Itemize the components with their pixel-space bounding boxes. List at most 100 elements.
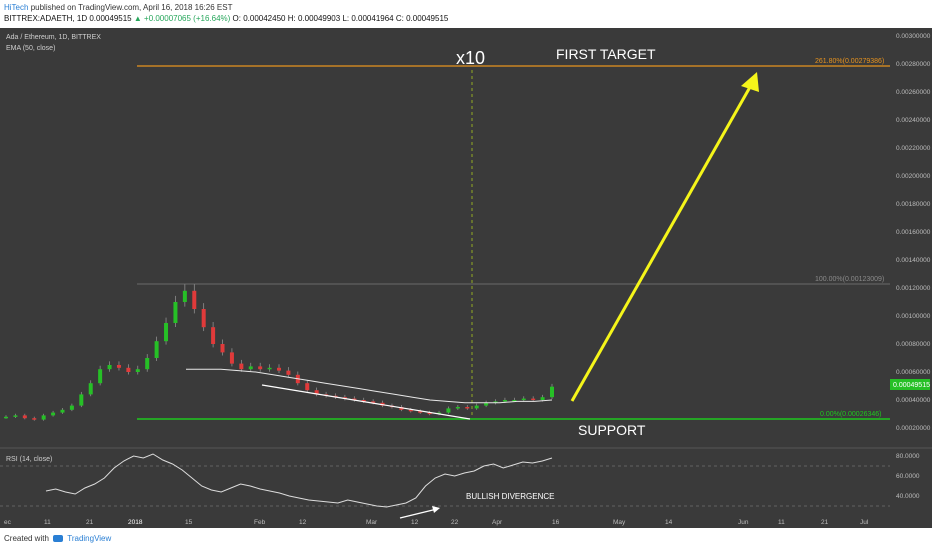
time-tick-label: 22 xyxy=(451,519,459,526)
candle-body[interactable] xyxy=(267,367,272,370)
candle-body[interactable] xyxy=(116,365,121,368)
divergence-line[interactable] xyxy=(399,508,438,519)
x10-label: x10 xyxy=(456,48,485,68)
author-link[interactable]: HiTech xyxy=(4,3,29,12)
divergence-arrow-head xyxy=(432,506,440,513)
time-tick-label: Jul xyxy=(860,519,869,526)
candle-body[interactable] xyxy=(531,398,536,401)
candle-body[interactable] xyxy=(135,369,140,372)
candle-body[interactable] xyxy=(13,415,18,417)
candle-body[interactable] xyxy=(371,401,376,403)
candle-body[interactable] xyxy=(79,394,84,406)
chart-canvas[interactable]: Ada / Ethereum, 1D, BITTREX EMA (50, clo… xyxy=(0,28,932,528)
candle-body[interactable] xyxy=(446,408,451,413)
candle-body[interactable] xyxy=(32,418,37,420)
candle-body[interactable] xyxy=(455,407,460,409)
candle-body[interactable] xyxy=(239,363,244,370)
candle-body[interactable] xyxy=(465,407,470,409)
candle-body[interactable] xyxy=(164,323,169,342)
current-price-badge xyxy=(890,379,930,390)
target-arrow-line[interactable] xyxy=(570,79,756,402)
time-tick-label: ec xyxy=(4,519,12,526)
candle-body[interactable] xyxy=(211,327,216,344)
candle-body[interactable] xyxy=(493,401,498,403)
publish-info: HiTech published on TradingView.com, Apr… xyxy=(4,3,232,12)
created-with-label: Created with xyxy=(4,534,49,543)
ema-line[interactable] xyxy=(186,368,553,404)
low-value: L: 0.00041964 xyxy=(342,14,394,23)
candle-body[interactable] xyxy=(314,390,319,395)
price-tick-label: 0.00120000 xyxy=(896,285,931,292)
candle-body[interactable] xyxy=(277,367,281,371)
time-tick-label: Mar xyxy=(366,519,378,526)
candle-body[interactable] xyxy=(4,416,8,419)
candle-body[interactable] xyxy=(352,398,357,401)
candle-body[interactable] xyxy=(182,290,187,302)
candle-body[interactable] xyxy=(540,397,545,400)
candle-body[interactable] xyxy=(107,365,112,370)
candle-body[interactable] xyxy=(126,367,131,372)
time-tick-label: 21 xyxy=(86,519,94,526)
candle-body[interactable] xyxy=(229,352,234,364)
rsi-axis[interactable]: 80.0000 60.0000 40.0000 xyxy=(896,453,920,500)
open-value: O: 0.00042450 xyxy=(232,14,286,23)
tradingview-logo-icon xyxy=(53,535,64,543)
candle-body[interactable] xyxy=(192,290,197,309)
chart-area[interactable]: Ada / Ethereum, 1D, BITTREX EMA (50, clo… xyxy=(0,28,932,528)
candle-body[interactable] xyxy=(88,383,93,395)
publish-date: published on TradingView.com, April 16, … xyxy=(30,3,233,12)
candle-body[interactable] xyxy=(427,412,432,415)
time-tick-label: 11 xyxy=(44,519,51,526)
candle-body[interactable] xyxy=(258,366,263,370)
price-tick-label: 0.00300000 xyxy=(896,33,931,40)
time-tick-label: 15 xyxy=(185,519,193,526)
time-axis[interactable]: ec 11 21 2018 15 Feb 12 Mar 12 22 Apr 16 May 14 Jun 11 2… xyxy=(4,519,869,526)
time-tick-label: 14 xyxy=(665,519,673,526)
candle-body[interactable] xyxy=(173,302,178,323)
price-tick-label: 0.00260000 xyxy=(896,89,931,96)
downtrend-line[interactable] xyxy=(261,384,471,420)
candle-body[interactable] xyxy=(41,415,46,420)
time-tick-label: 16 xyxy=(552,519,560,526)
price-tick-label: 0.00080000 xyxy=(896,341,931,348)
up-arrow-icon: ▲ xyxy=(133,14,142,23)
candle-body[interactable] xyxy=(98,369,103,384)
rsi-tick-label: 40.0000 xyxy=(896,493,920,500)
candle-body[interactable] xyxy=(305,383,310,391)
rsi-line[interactable] xyxy=(45,453,553,508)
price-tick-label: 0.00100000 xyxy=(896,313,931,320)
candle-body[interactable] xyxy=(408,409,413,412)
bullish-divergence-label: BULLISH DIVERGENCE xyxy=(466,492,554,501)
candle-body[interactable] xyxy=(248,366,253,370)
candle-body[interactable] xyxy=(474,405,479,409)
high-value: H: 0.00049903 xyxy=(287,14,341,23)
candle-body[interactable] xyxy=(69,405,74,410)
tradingview-link[interactable]: TradingView xyxy=(67,534,112,543)
candle-body[interactable] xyxy=(220,344,225,353)
rsi-title: RSI (14, close) xyxy=(6,456,52,463)
ema-label: EMA (50, close) xyxy=(6,45,55,52)
time-tick-label: 2018 xyxy=(128,519,143,526)
chart-header: HiTech published on TradingView.com, Apr… xyxy=(0,0,932,28)
candle-body[interactable] xyxy=(145,358,150,370)
candle-body[interactable] xyxy=(51,412,56,416)
candle-body[interactable] xyxy=(286,370,291,375)
rsi-tick-label: 60.0000 xyxy=(896,473,920,480)
candle-body[interactable] xyxy=(521,398,526,401)
candle-body[interactable] xyxy=(201,309,206,328)
candle-body[interactable] xyxy=(22,415,27,419)
candle-body[interactable] xyxy=(418,411,423,413)
fib-0-label: 0.00%(0.00026346) xyxy=(820,411,882,418)
candle-body[interactable] xyxy=(502,400,507,402)
time-tick-label: 11 xyxy=(778,519,785,526)
candle-body[interactable] xyxy=(60,409,65,413)
price-tick-label: 0.00220000 xyxy=(896,145,931,152)
candle-body[interactable] xyxy=(550,386,554,398)
candle-body[interactable] xyxy=(399,407,404,410)
candle-body[interactable] xyxy=(512,400,517,402)
candle-body[interactable] xyxy=(361,400,366,402)
candle-body[interactable] xyxy=(154,341,159,358)
price-axis[interactable]: 0.00300000 0.00280000 0.00260000 0.00240000… xyxy=(896,33,931,432)
first-target-label: FIRST TARGET xyxy=(556,46,656,62)
candle-body[interactable] xyxy=(484,402,489,406)
